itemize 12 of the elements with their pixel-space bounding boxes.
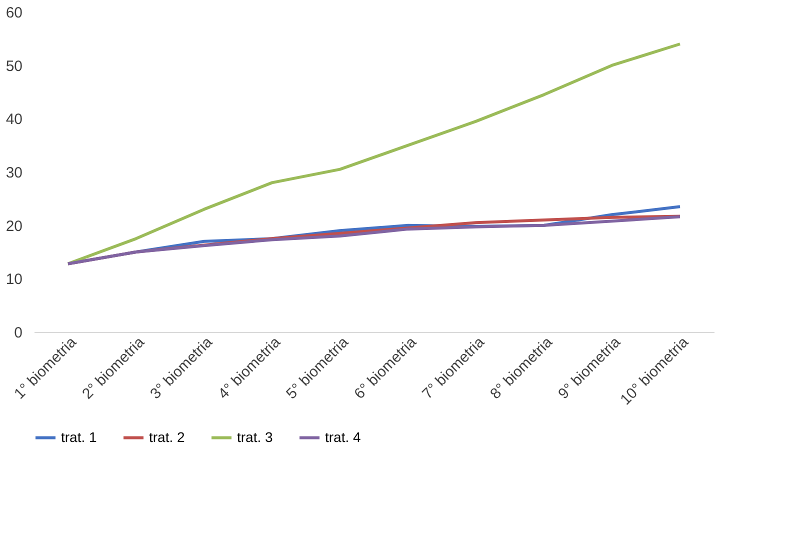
y-tick-label: 60 bbox=[6, 4, 22, 22]
y-tick-label: 50 bbox=[6, 58, 22, 75]
y-tick-label: 20 bbox=[6, 218, 22, 235]
legend-label: trat. 2 bbox=[149, 428, 186, 445]
legend-label: trat. 4 bbox=[325, 428, 362, 445]
legend-label: trat. 1 bbox=[61, 428, 98, 445]
y-tick-label: 0 bbox=[14, 324, 22, 342]
y-tick-label: 30 bbox=[6, 164, 22, 182]
y-tick-label: 10 bbox=[6, 271, 22, 288]
line-series bbox=[66, 42, 682, 266]
legend-label: trat. 3 bbox=[237, 428, 274, 445]
y-tick-label: 40 bbox=[6, 111, 22, 128]
